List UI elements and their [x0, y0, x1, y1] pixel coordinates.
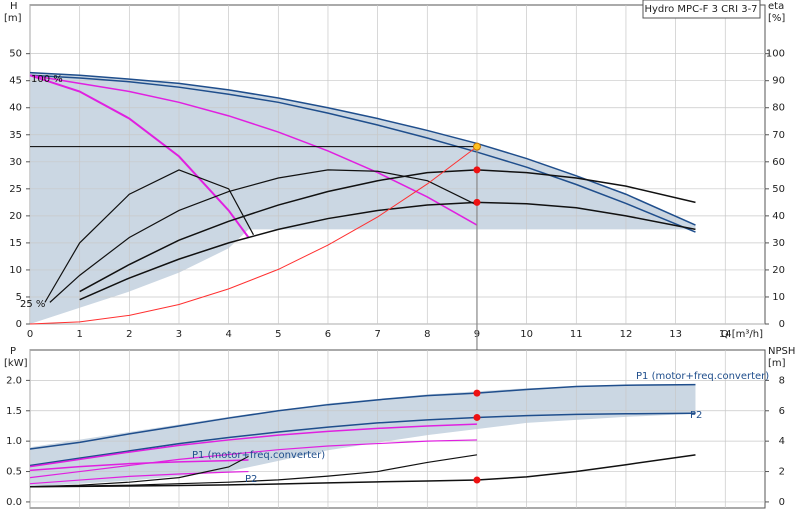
y-tick-label: 40 [9, 103, 22, 114]
x-tick-label: 13 [669, 329, 682, 340]
y2-tick-label: 60 [772, 157, 785, 168]
x-tick-label: 10 [520, 329, 533, 340]
curve [29, 454, 478, 488]
curve [29, 423, 477, 468]
y2-axis-unit: [%] [768, 13, 785, 24]
y2-tick-label: 40 [772, 211, 785, 222]
y-tick-label: 15 [9, 238, 22, 249]
curve [29, 74, 478, 226]
curve [29, 459, 249, 472]
annotation: P2 [245, 474, 257, 485]
curve [29, 74, 250, 239]
y-axis-unit: [m] [4, 13, 22, 24]
y2-tick-label: 100 [766, 49, 785, 60]
x-tick-label: 2 [126, 329, 132, 340]
y-tick-label: 1.5 [6, 406, 22, 417]
curve [29, 74, 696, 233]
y2-tick-label: 10 [772, 292, 785, 303]
y-tick-label: 20 [9, 211, 22, 222]
curve [49, 169, 478, 303]
y-tick-label: 35 [9, 130, 22, 141]
y2-axis-label: eta [768, 1, 784, 12]
x-tick-label: 6 [325, 329, 331, 340]
curve [29, 71, 696, 226]
y2-tick-label: 0 [779, 497, 785, 508]
x-tick-label: 11 [570, 329, 583, 340]
y2-axis-label: NPSH [768, 346, 795, 357]
curve [29, 439, 477, 479]
x-axis-label: Q [m³/h] [721, 329, 763, 340]
curve [29, 455, 249, 488]
y-tick-label: 2.0 [6, 375, 22, 386]
annotation: P2 [690, 410, 702, 421]
operating-range [30, 72, 696, 324]
operating-point [473, 476, 481, 484]
x-tick-label: 0 [27, 329, 33, 340]
y-axis-label: P [10, 346, 16, 357]
title-box [642, 0, 761, 19]
y-tick-label: 10 [9, 265, 22, 276]
operating-point [473, 413, 481, 421]
operating-point [473, 389, 481, 397]
y-tick-label: 45 [9, 76, 22, 87]
operating-point [473, 166, 481, 174]
curve [29, 146, 478, 325]
y-tick-label: 5 [16, 292, 22, 303]
y2-tick-label: 4 [779, 436, 785, 447]
annotation: P1 (motor+freq.converter) [192, 450, 325, 461]
curve [29, 454, 696, 488]
y2-tick-label: 2 [779, 467, 785, 478]
y-tick-label: 1.0 [6, 436, 22, 447]
x-tick-label: 5 [275, 329, 281, 340]
y2-axis-unit: [m] [768, 358, 786, 369]
chart-title: Hydro MPC-F 3 CRI 3-7 [644, 4, 757, 15]
curve [29, 383, 696, 450]
x-tick-label: 7 [374, 329, 380, 340]
y2-tick-label: 8 [779, 375, 785, 386]
operating-point [472, 142, 481, 151]
annotation: 25 % [20, 299, 45, 310]
y-tick-label: 50 [9, 49, 22, 60]
y2-tick-label: 80 [772, 103, 785, 114]
y2-tick-label: 20 [772, 265, 785, 276]
curve [79, 201, 696, 301]
y2-tick-label: 0 [779, 319, 785, 330]
y2-tick-label: 90 [772, 76, 785, 87]
y-tick-label: 25 [9, 184, 22, 195]
y2-tick-label: 6 [779, 406, 785, 417]
x-tick-label: 3 [176, 329, 182, 340]
x-tick-label: 14 [719, 329, 732, 340]
x-tick-label: 1 [76, 329, 82, 340]
y2-tick-label: 30 [772, 238, 785, 249]
y-axis-label: H [10, 1, 18, 12]
x-tick-label: 4 [225, 329, 231, 340]
y-tick-label: 0.0 [6, 497, 22, 508]
y-axis-unit: [kW] [4, 358, 28, 369]
y-tick-label: 0 [16, 319, 22, 330]
y2-tick-label: 50 [772, 184, 785, 195]
y-tick-label: 30 [9, 157, 22, 168]
y2-tick-label: 70 [772, 130, 785, 141]
x-tick-label: 8 [424, 329, 430, 340]
annotation: P1 (motor+freq.converter) [636, 371, 769, 382]
operating-point [473, 198, 481, 206]
curve [29, 470, 249, 485]
annotation: 100 % [31, 74, 63, 85]
curve [29, 412, 696, 467]
curve [79, 169, 696, 293]
curve [44, 169, 255, 303]
y-tick-label: 0.5 [6, 467, 22, 478]
x-tick-label: 12 [620, 329, 633, 340]
